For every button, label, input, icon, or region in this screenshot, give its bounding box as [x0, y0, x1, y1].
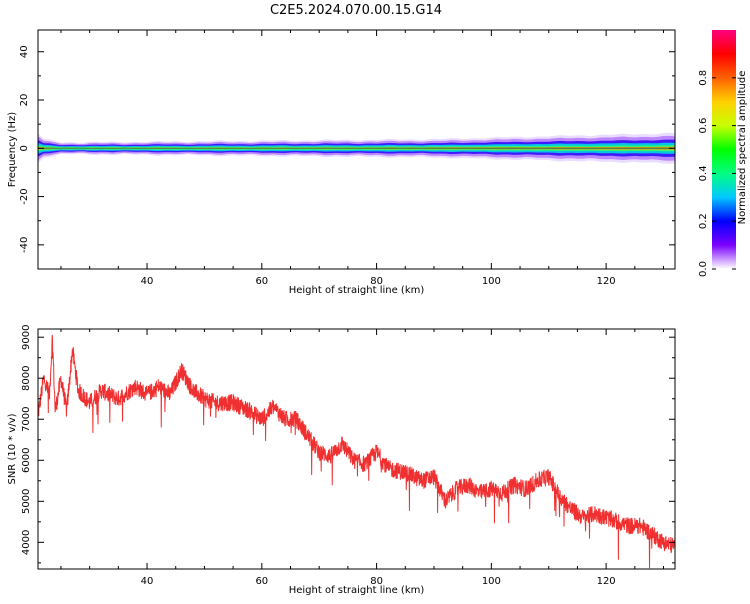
- x-tick-label: 100: [482, 276, 501, 287]
- colorbar-tick-label: 0.6: [698, 118, 709, 134]
- spectral-band: [38, 132, 675, 164]
- x-tick-label: 40: [141, 276, 154, 287]
- x-tick-label: 120: [597, 576, 616, 587]
- y-tick-label: -20: [19, 188, 30, 204]
- snr-y-axis-label: SNR (10 * v/v): [7, 413, 18, 484]
- snr-series-line: [38, 334, 675, 569]
- chart-title: C2E5.2024.070.00.15.G14: [270, 3, 442, 18]
- colorbar-scale: [712, 30, 736, 269]
- x-tick-label: 40: [141, 576, 154, 587]
- y-tick-label: 20: [19, 94, 30, 107]
- x-tick-label: 80: [370, 276, 383, 287]
- snr-frame: [37, 328, 676, 570]
- x-tick-label: 100: [482, 576, 501, 587]
- colorbar-tick-label: 0.4: [698, 165, 709, 181]
- x-tick-label: 60: [255, 576, 268, 587]
- spectrogram-x-axis-label: Height of straight line (km): [289, 285, 425, 296]
- y-tick-label: 6000: [21, 448, 32, 473]
- colorbar-tick-label: 0.2: [698, 213, 709, 229]
- y-tick-label: 40: [19, 45, 30, 58]
- snr-panel: 40 60 80 100 120 9000 8000 7000 6000 5000 4000 Hei…: [7, 324, 676, 596]
- snr-ticks: 40 60 80 100 120 9000 8000 7000 6000 5000 4000: [21, 324, 675, 587]
- spectrogram-panel: 40 60 80 100 120 40 20 0 -20 -40 Height of straig…: [7, 29, 676, 296]
- spectrogram-frame: [37, 29, 676, 270]
- colorbar-label: Normalized spectral amplitude: [737, 71, 748, 225]
- y-tick-label: 9000: [21, 324, 32, 349]
- y-tick-label: 0: [19, 145, 30, 151]
- colorbar-tick-label: 0.8: [698, 70, 709, 86]
- y-tick-label: 8000: [21, 366, 32, 391]
- x-tick-label: 120: [597, 276, 616, 287]
- colorbar: 0.0 0.2 0.4 0.6 0.8 Normalized spectral ampl…: [698, 30, 748, 277]
- x-tick-label: 60: [255, 276, 268, 287]
- x-tick-label: 80: [370, 576, 383, 587]
- colorbar-ticks: 0.0 0.2 0.4 0.6 0.8: [698, 70, 736, 277]
- spectrogram-y-axis-label: Frequency (Hz): [7, 112, 18, 188]
- y-tick-label: 4000: [21, 530, 32, 555]
- spectrogram-ticks: 40 60 80 100 120 40 20 0 -20 -40: [19, 30, 675, 287]
- y-tick-label: -40: [19, 237, 30, 253]
- y-tick-label: 5000: [21, 489, 32, 514]
- colorbar-tick-label: 0.0: [698, 261, 709, 277]
- snr-x-axis-label: Height of straight line (km): [289, 585, 425, 596]
- y-tick-label: 7000: [21, 407, 32, 432]
